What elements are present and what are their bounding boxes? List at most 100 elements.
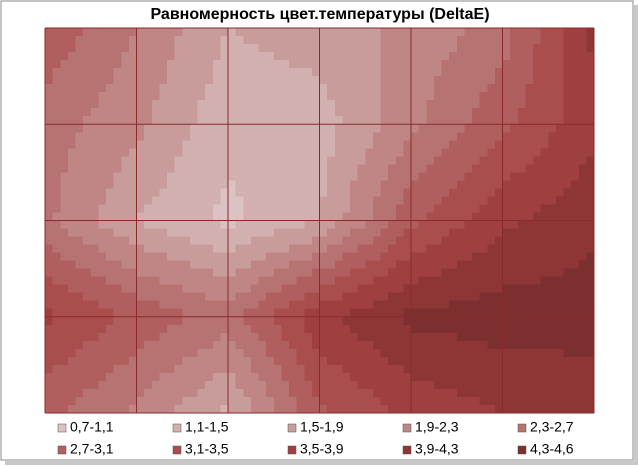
cell-part (266, 276, 275, 286)
cell-part (205, 228, 214, 238)
cell-part (426, 356, 435, 366)
cell-part (372, 292, 382, 302)
cell-part (571, 52, 580, 61)
cell-part (456, 284, 465, 294)
cell-part (52, 316, 61, 326)
cell-part (342, 252, 351, 262)
cell-part (342, 388, 351, 398)
cell-part (494, 140, 504, 149)
cell-part (90, 300, 99, 310)
cell-part (433, 92, 443, 101)
cell-part (167, 220, 176, 230)
cell-part (372, 164, 382, 173)
cell-part (304, 188, 313, 198)
cell-part (449, 164, 458, 173)
cell-part (128, 316, 138, 326)
cell-part (487, 76, 496, 85)
cell-part (212, 388, 221, 398)
cell-part (441, 300, 450, 310)
cell-part (494, 148, 504, 157)
cell-part (365, 364, 374, 374)
cell-part (365, 292, 374, 302)
cell-part (548, 204, 557, 214)
cell-part (289, 84, 298, 93)
cell-part (449, 68, 458, 77)
cell-part (533, 196, 542, 206)
cell-part (90, 44, 99, 53)
cell-part (83, 300, 92, 310)
cell-part (182, 52, 191, 61)
cell-part (365, 140, 374, 149)
cell-part (586, 164, 595, 173)
cell-part (189, 156, 199, 165)
legend-swatch (172, 423, 182, 433)
cell-part (403, 124, 412, 133)
cell-part (464, 60, 473, 69)
cell-part (273, 308, 282, 318)
cell-part (502, 276, 511, 286)
cell-part (517, 332, 526, 342)
cell-part (365, 188, 374, 198)
cell-part (266, 28, 275, 37)
cell-part (456, 204, 465, 214)
cell-part (403, 276, 412, 286)
cell-part (220, 196, 229, 206)
cell-part (266, 100, 275, 109)
cell-part (52, 116, 61, 125)
cell-part (494, 156, 504, 165)
cell-part (106, 252, 115, 262)
cell-part (311, 268, 321, 278)
cell-part (281, 52, 290, 61)
cell-part (197, 300, 206, 310)
cell-part (106, 260, 115, 270)
cell-part (83, 212, 92, 222)
cell-part (502, 108, 511, 117)
cell-part (319, 268, 328, 278)
cell-part (372, 236, 382, 246)
cell-part (273, 36, 282, 45)
cell-part (433, 388, 443, 398)
cell-part (311, 68, 321, 77)
cell-part (75, 116, 84, 125)
cell-part (60, 68, 69, 77)
cell-part (441, 316, 450, 326)
cell-part (121, 380, 130, 390)
cell-part (136, 284, 145, 294)
cell-part (113, 356, 122, 366)
cell-part (189, 28, 199, 37)
cell-part (456, 380, 465, 390)
cell-part (243, 124, 252, 133)
cell-part (533, 292, 542, 302)
cell-part (144, 60, 153, 69)
cell-part (250, 132, 260, 141)
cell-part (144, 28, 153, 37)
cell-part (426, 76, 435, 85)
cell-part (441, 140, 450, 149)
cell-part (411, 212, 420, 222)
cell-part (449, 268, 458, 278)
cell-part (228, 308, 237, 318)
cell-part (517, 212, 526, 222)
cell-part (472, 76, 481, 85)
cell-part (197, 340, 206, 350)
cell-part (548, 260, 557, 270)
cell-part (90, 156, 99, 165)
cell-part (479, 220, 488, 230)
cell-part (494, 228, 504, 238)
cell-part (83, 260, 92, 270)
cell-part (372, 268, 382, 278)
cell-part (212, 236, 221, 246)
cell-part (411, 188, 420, 198)
cell-part (395, 244, 404, 254)
cell-part (464, 36, 473, 45)
cell-part (426, 388, 435, 398)
cell-part (487, 132, 496, 141)
cell-part (418, 276, 427, 286)
cell-part (411, 148, 420, 157)
cell-part (418, 204, 427, 214)
cell-part (403, 164, 412, 173)
cell-part (395, 276, 404, 286)
cell-part (98, 228, 107, 238)
cell-part (472, 172, 481, 181)
cell-part (464, 196, 473, 206)
